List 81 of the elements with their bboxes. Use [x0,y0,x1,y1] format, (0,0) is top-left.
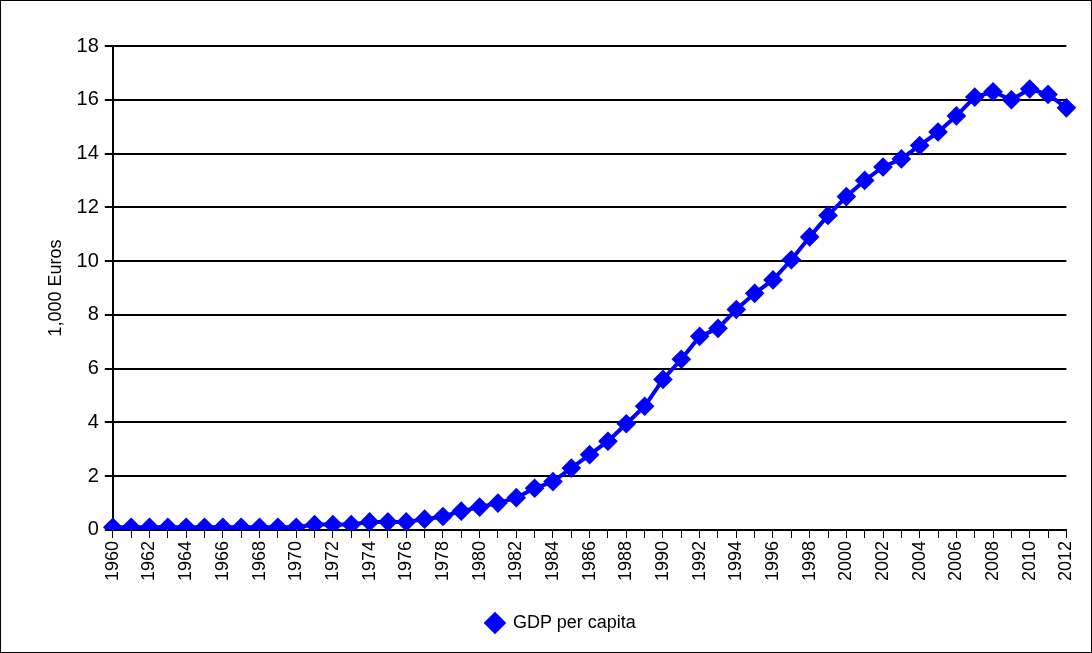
x-tick-label: 1962 [138,540,159,581]
y-tick-label: 0 [87,517,99,540]
y-tick-label: 12 [76,194,99,217]
point [488,494,507,513]
point [543,472,562,491]
x-tick-label: 2010 [1018,540,1039,581]
x-tick-label: 1998 [798,540,819,581]
x-tick-label: 1964 [175,540,196,581]
point [617,414,636,433]
point [800,227,819,246]
y-tick-label: 14 [76,141,99,164]
x-tick-label: 1966 [211,540,232,581]
point [1020,80,1039,99]
point [855,171,874,190]
point [598,432,617,451]
y-tick-label: 18 [76,33,99,56]
legend-label: GDP per capita [512,611,637,632]
x-tick-label: 1978 [431,540,452,581]
point [984,82,1003,101]
point [342,515,361,530]
point [690,327,709,346]
x-tick-label: 2012 [1055,540,1076,581]
x-tick-label: 2004 [908,540,929,581]
point [837,187,856,206]
x-tick-label: 1976 [395,540,416,581]
x-tick-label: 2002 [871,540,892,581]
y-tick-label: 4 [87,409,99,432]
point [892,149,911,168]
x-tick-label: 1972 [321,540,342,581]
point [580,445,599,464]
point [635,397,654,416]
point [745,284,764,303]
x-tick-label: 1990 [651,540,672,581]
point [360,512,379,530]
y-axis-title: 1,000 Euros [44,239,65,337]
x-tick-label: 2008 [982,540,1003,581]
point [397,512,416,530]
x-tick-label: 1968 [248,540,269,581]
point [947,106,966,125]
y-tick-label: 16 [76,87,99,110]
y-tick-label: 6 [87,356,99,379]
point [653,370,672,389]
x-tick-label: 1960 [101,540,122,581]
point [415,510,434,529]
point [1039,85,1058,104]
point [305,515,324,530]
point [452,502,471,521]
y-tick-label: 10 [76,248,99,271]
x-tick-label: 1974 [358,540,379,581]
x-tick-label: 1992 [688,540,709,581]
point [470,498,489,517]
x-tick-label: 2006 [945,540,966,581]
x-tick-label: 1994 [725,540,746,581]
point [910,136,929,155]
x-tick-label: 1984 [541,540,562,581]
point [819,206,838,225]
x-tick-label: 1988 [615,540,636,581]
point [1057,98,1076,117]
x-tick-label: 1970 [285,540,306,581]
x-tick-label: 1996 [761,540,782,581]
y-tick-label: 8 [87,302,99,325]
point [708,319,727,338]
point [378,512,397,530]
point [1002,90,1021,109]
point [727,300,746,319]
point [965,88,984,107]
point [929,123,948,142]
y-tick-label: 2 [87,463,99,486]
point [764,270,782,289]
point [782,250,801,269]
point [874,157,893,176]
x-tick-label: 1982 [505,540,526,581]
point [433,507,452,526]
point [323,515,342,530]
point [507,488,526,507]
x-tick-label: 2000 [835,540,856,581]
point [525,479,544,498]
x-tick-label: 1980 [468,540,489,581]
point [672,350,691,369]
x-tick-label: 1986 [578,540,599,581]
point [562,459,581,478]
